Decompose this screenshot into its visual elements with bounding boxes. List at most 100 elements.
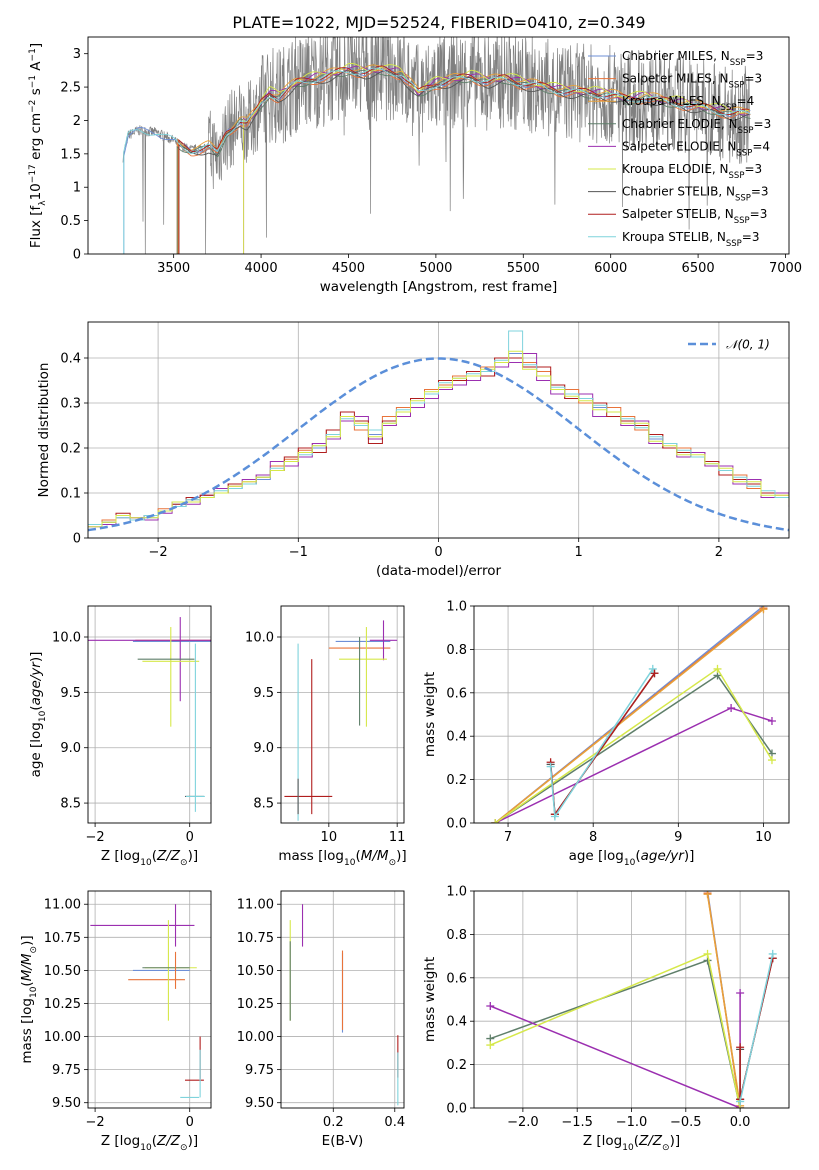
x-tick-label: 0.2 <box>323 1115 344 1130</box>
histogram-series <box>88 357 789 525</box>
y-tick-label: 0 <box>73 248 81 263</box>
mass-weight-marker <box>736 1097 745 1106</box>
y-tick-label: 10.25 <box>237 997 274 1012</box>
legend-label: Chabrier MILES, NSSP=3 <box>622 49 763 68</box>
mw_vs_age-frame <box>473 605 790 824</box>
y-tick-label: 0.2 <box>60 442 81 457</box>
mass-weight-marker <box>736 1043 745 1052</box>
y-tick-label: 8.5 <box>60 797 81 812</box>
mass-weight-line <box>739 953 774 1102</box>
mass-weight-marker <box>486 1041 495 1050</box>
residuals-ylabel: Normed distribution <box>36 363 52 498</box>
y-tick-label: 2 <box>73 114 81 129</box>
y-tick-label: 9.0 <box>253 741 274 756</box>
y-tick-label: 0.2 <box>446 773 467 788</box>
y-tick-label: 10.50 <box>44 964 81 979</box>
y-tick-label: 10.25 <box>44 997 81 1012</box>
y-tick-label: 0.8 <box>446 928 467 943</box>
y-tick-label: 1.0 <box>446 885 467 900</box>
legend-label: Salpeter ELODIE, NSSP=4 <box>622 139 770 158</box>
mw_vs_age-ylabel: mass weight <box>422 672 438 757</box>
y-tick-label: 8.5 <box>253 797 274 812</box>
mass-weight-marker <box>486 1002 495 1011</box>
x-tick-label: 0.4 <box>384 1115 405 1130</box>
y-tick-label: 0 <box>73 532 81 547</box>
x-tick-label: 6000 <box>594 261 627 276</box>
histogram-series <box>88 353 789 528</box>
spectrum-frame <box>87 36 790 255</box>
residuals-frame <box>87 321 790 539</box>
legend-label: Kroupa ELODIE, NSSP=3 <box>622 162 762 181</box>
legend-label: Kroupa STELIB, NSSP=3 <box>622 230 760 249</box>
histogram-series <box>88 353 789 525</box>
histogram-series <box>88 350 789 528</box>
x-tick-label: 9 <box>674 830 682 845</box>
x-tick-label: −1 <box>289 545 308 560</box>
mass-weight-marker <box>550 812 559 821</box>
y-tick-label: 0.4 <box>446 730 467 745</box>
age_vs_Z-xlabel: Z [log10(Z/Z⊙)] <box>101 848 198 868</box>
age_vs_mass-xlabel: mass [log10(M/M⊙)] <box>278 848 406 868</box>
mass-weight-marker <box>767 756 776 765</box>
y-tick-label: 0.8 <box>446 643 467 658</box>
spectrum-data-line <box>122 37 751 254</box>
x-tick-label: 1 <box>575 545 583 560</box>
spectrum-model-line <box>178 70 750 254</box>
mass_vs_Z-axes: −2 0 9.50 9.75 10.00 10.25 10.50 10.75 11.00 <box>44 891 211 1130</box>
residuals-plot <box>88 330 789 532</box>
x-tick-label: −2 <box>86 830 105 845</box>
y-tick-label: 2.5 <box>60 81 81 96</box>
mass-weight-marker <box>648 664 657 673</box>
y-tick-label: 10.0 <box>52 631 81 646</box>
y-tick-label: 9.5 <box>60 686 81 701</box>
age_vs_mass-axes: 10 11 8.5 9.0 9.5 10.0 <box>245 606 405 845</box>
x-tick-label: −2 <box>149 545 168 560</box>
x-tick-label: 4500 <box>332 261 365 276</box>
y-tick-label: 1 <box>73 181 81 196</box>
age_vs_Z-plot <box>88 617 211 812</box>
x-tick-label: 10 <box>321 830 338 845</box>
x-tick-label: −1.5 <box>561 1115 593 1130</box>
mass-weight-line <box>494 707 773 823</box>
spectrum-xlabel: wavelength [Angstrom, rest frame] <box>320 279 558 295</box>
x-tick-label: 7000 <box>769 261 802 276</box>
mass-weight-line <box>490 993 741 1108</box>
mass_vs_EBV-xlabel: E(B-V) <box>322 1133 364 1149</box>
age_vs_Z-ylabel: age [log10(age/yr)] <box>28 652 48 778</box>
y-tick-label: 0.6 <box>446 971 467 986</box>
mass_vs_EBV-plot <box>289 904 399 1106</box>
y-tick-label: 9.75 <box>52 1063 81 1078</box>
spectrum-legend: Chabrier MILES, NSSP=3 Salpeter MILES, NS… <box>588 49 771 249</box>
mass_vs_EBV-frame <box>280 890 405 1109</box>
y-tick-label: 0.5 <box>60 214 81 229</box>
x-tick-label: 0 <box>186 830 194 845</box>
mass-weight-marker <box>703 891 712 899</box>
mass-weight-marker <box>768 949 777 958</box>
age_vs_Z-axes: −2 0 8.5 9.0 9.5 10.0 <box>52 606 211 845</box>
y-tick-label: 10.75 <box>44 931 81 946</box>
y-tick-label: 0.0 <box>446 817 467 832</box>
normal-curve <box>88 357 789 532</box>
y-tick-label: 1.5 <box>60 147 81 162</box>
y-tick-label: 0.2 <box>446 1058 467 1073</box>
y-tick-label: 0.4 <box>446 1015 467 1030</box>
mass-weight-marker <box>703 949 712 958</box>
mass-weight-line <box>494 608 764 823</box>
x-tick-label: −2.0 <box>507 1115 539 1130</box>
mass-weight-line <box>490 959 741 1108</box>
mass-weight-line <box>706 894 741 1106</box>
spectrum-plot <box>122 37 751 254</box>
mass-weight-marker <box>767 717 776 726</box>
x-tick-label: 10 <box>755 830 772 845</box>
x-tick-label: 11 <box>389 830 406 845</box>
y-tick-label: 9.5 <box>253 686 274 701</box>
residuals-axes: −2 −1 0 1 2 0 0.1 0.2 0.3 0.4 <box>60 322 789 560</box>
y-tick-label: 10.0 <box>245 631 274 646</box>
mw_vs_Z-ylabel: mass weight <box>422 957 438 1042</box>
legend-label: Chabrier STELIB, NSSP=3 <box>622 185 769 204</box>
normal-legend-label: 𝒩(0, 1) <box>726 338 770 352</box>
y-tick-label: 0.6 <box>446 686 467 701</box>
x-tick-label: 4000 <box>245 261 278 276</box>
spectrum-model-line <box>123 67 751 254</box>
